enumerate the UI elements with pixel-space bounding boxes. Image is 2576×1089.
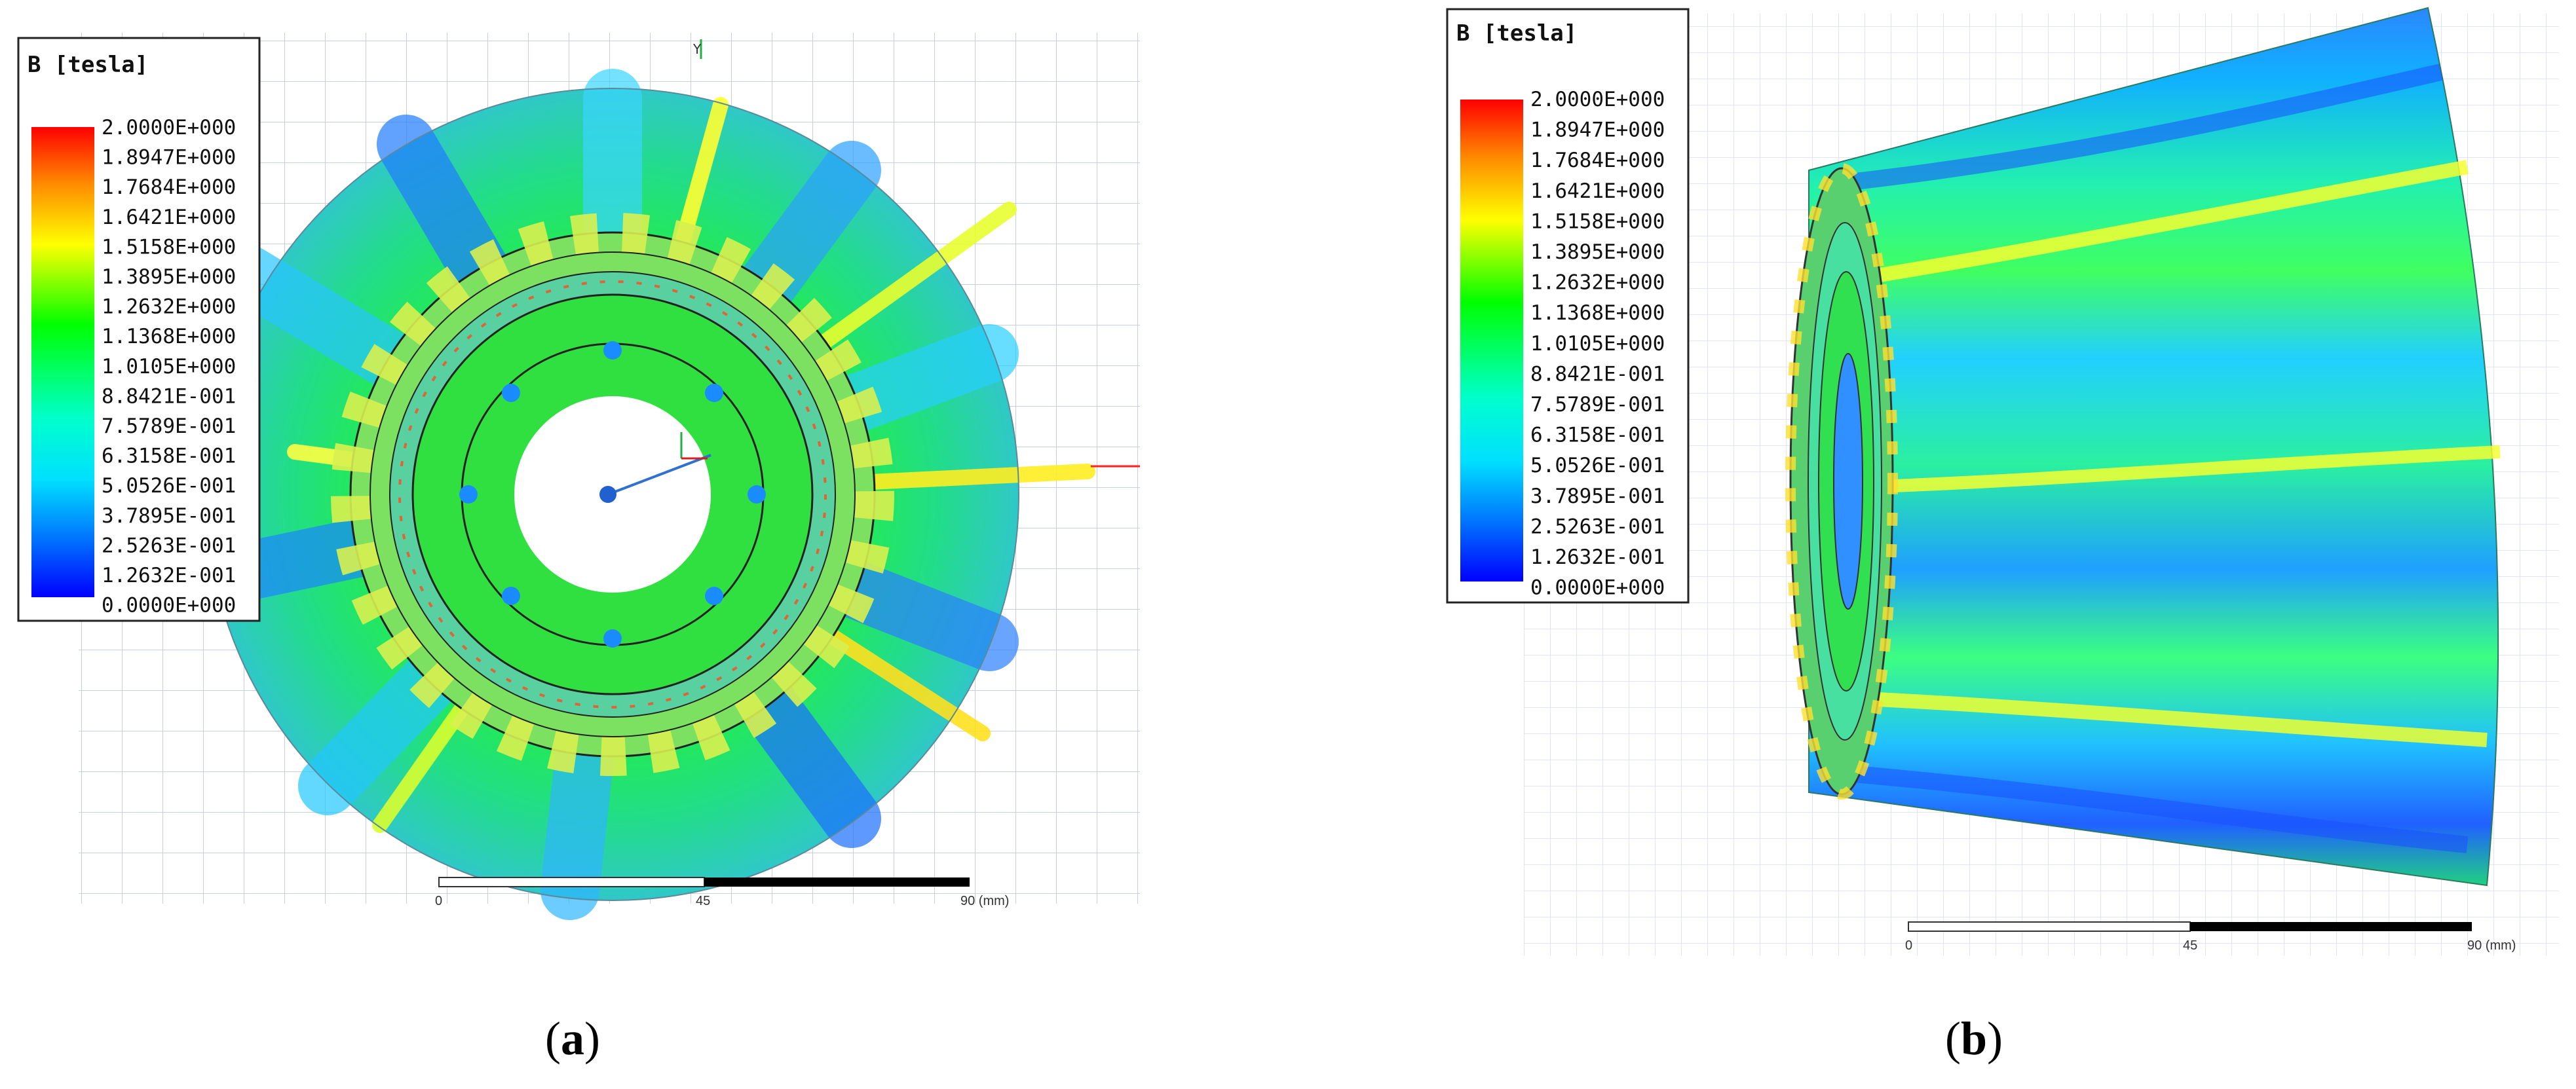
figure-panel-b: B [tesla] 2.0000E+000 1.8947E+000 1.7684E+… bbox=[1288, 0, 2576, 1089]
legend-a-value-7: 1.1368E+000 bbox=[102, 325, 236, 348]
legend-a-value-0: 2.0000E+000 bbox=[102, 116, 236, 139]
color-legend-b: B [tesla] 2.0000E+000 1.8947E+000 1.7684E+… bbox=[1446, 8, 1690, 604]
legend-b-value-1: 1.8947E+000 bbox=[1530, 119, 1665, 142]
legend-b-value-15: 1.2632E-001 bbox=[1530, 545, 1665, 569]
scale-bar-b: 0 45 90 (mm) bbox=[1905, 921, 2516, 953]
legend-color-bar bbox=[31, 127, 94, 597]
legend-title-b: B [tesla] bbox=[1456, 20, 1577, 46]
legend-a-value-11: 6.3158E-001 bbox=[102, 445, 236, 468]
legend-b-value-10: 7.5789E-001 bbox=[1530, 393, 1665, 416]
legend-a-value-5: 1.3895E+000 bbox=[102, 265, 236, 289]
legend-b-value-7: 1.1368E+000 bbox=[1530, 301, 1665, 325]
legend-b-value-16: 0.0000E+000 bbox=[1530, 576, 1665, 600]
axis-triad bbox=[599, 39, 1140, 503]
legend-color-bar-b bbox=[1460, 100, 1523, 581]
legend-a-value-2: 1.7684E+000 bbox=[102, 175, 236, 199]
legend-b-value-8: 1.0105E+000 bbox=[1530, 332, 1665, 356]
color-legend-a: B [tesla] 2.0000E+000 1.8947E+000 1.7684E+… bbox=[17, 37, 261, 622]
legend-a-value-4: 1.5158E+000 bbox=[102, 235, 236, 259]
legend-b-value-3: 1.6421E+000 bbox=[1530, 179, 1665, 203]
panel-b-canvas: B [tesla] 2.0000E+000 1.8947E+000 1.7684E+… bbox=[1446, 7, 2559, 956]
scale-tick-0: 0 bbox=[435, 894, 442, 908]
motor-cylinder-field-plot bbox=[1785, 7, 2501, 887]
legend-a-value-1: 1.8947E+000 bbox=[102, 146, 236, 170]
scale-tick-0-b: 0 bbox=[1905, 938, 1912, 953]
legend-a-value-15: 1.2632E-001 bbox=[102, 564, 236, 587]
legend-title: B [tesla] bbox=[28, 52, 148, 78]
scale-tick-90-b: 90 (mm) bbox=[2467, 938, 2516, 953]
legend-a-value-6: 1.2632E+000 bbox=[102, 295, 236, 319]
legend-b-value-2: 1.7684E+000 bbox=[1530, 149, 1665, 172]
legend-b-value-9: 8.8421E-001 bbox=[1530, 362, 1665, 386]
legend-b-value-6: 1.2632E+000 bbox=[1530, 271, 1665, 295]
legend-a-value-16: 0.0000E+000 bbox=[102, 594, 236, 618]
legend-b-value-4: 1.5158E+000 bbox=[1530, 210, 1665, 233]
legend-b-value-14: 2.5263E-001 bbox=[1530, 515, 1665, 538]
legend-a-value-10: 7.5789E-001 bbox=[102, 415, 236, 438]
legend-b-value-12: 5.0526E-001 bbox=[1530, 454, 1665, 477]
legend-b-value-11: 6.3158E-001 bbox=[1530, 424, 1665, 447]
legend-a-value-9: 8.8421E-001 bbox=[102, 384, 236, 408]
legend-a-value-13: 3.7895E-001 bbox=[102, 504, 236, 528]
legend-a-value-8: 1.0105E+000 bbox=[102, 355, 236, 378]
legend-a-value-14: 2.5263E-001 bbox=[102, 534, 236, 557]
caption-a: (a) bbox=[545, 1012, 600, 1065]
legend-a-value-12: 5.0526E-001 bbox=[102, 474, 236, 498]
scale-bar-a: 0 45 90 (mm) bbox=[435, 877, 1009, 908]
scale-tick-45: 45 bbox=[696, 894, 710, 908]
legend-b-value-13: 3.7895E-001 bbox=[1530, 485, 1665, 508]
scale-tick-90: 90 (mm) bbox=[960, 894, 1009, 908]
figure-panel-a: Y B [tesla] 2.0000E+000 1.8947E+000 1.7684… bbox=[17, 33, 1140, 1065]
y-axis-label: Y bbox=[692, 41, 702, 57]
panel-a-canvas: Y B [tesla] 2.0000E+000 1.8947E+000 1.7684… bbox=[17, 33, 1140, 920]
legend-a-value-3: 1.6421E+000 bbox=[102, 206, 236, 229]
caption-b: (b) bbox=[1945, 1012, 2003, 1065]
legend-b-value-0: 2.0000E+000 bbox=[1530, 88, 1665, 111]
scale-tick-45-b: 45 bbox=[2183, 938, 2197, 953]
legend-b-value-5: 1.3895E+000 bbox=[1530, 240, 1665, 264]
